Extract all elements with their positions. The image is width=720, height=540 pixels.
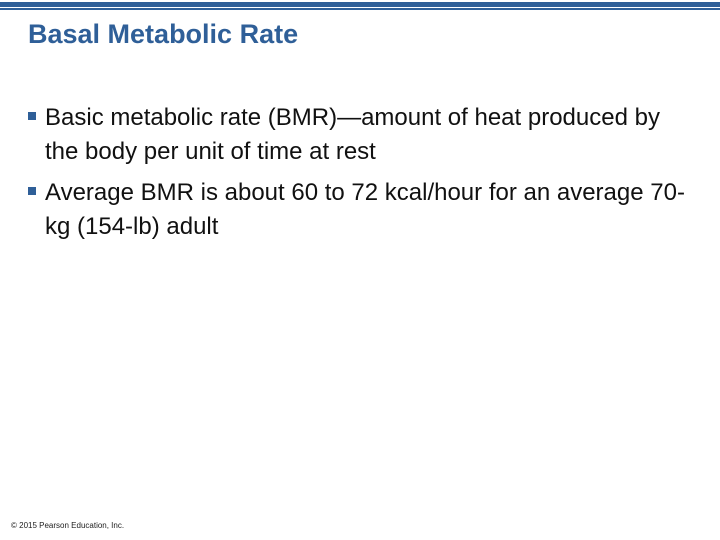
square-bullet-icon: [28, 112, 36, 120]
bullet-item-average-bmr: Average BMR is about 60 to 72 kcal/hour …: [28, 176, 688, 244]
top-border-thin-line: [0, 8, 720, 10]
slide-title: Basal Metabolic Rate: [28, 19, 299, 49]
bullet-text: Average BMR is about 60 to 72 kcal/hour …: [45, 179, 685, 240]
bullet-list: Basic metabolic rate (BMR)—amount of hea…: [28, 101, 688, 251]
top-border-rule: [0, 0, 720, 10]
bullet-text: Basic metabolic rate (BMR)—amount of hea…: [45, 104, 660, 165]
bullet-item-bmr-definition: Basic metabolic rate (BMR)—amount of hea…: [28, 101, 688, 169]
copyright-footer: © 2015 Pearson Education, Inc.: [11, 521, 125, 530]
square-bullet-icon: [28, 187, 36, 195]
top-border-thick-line: [0, 2, 720, 7]
